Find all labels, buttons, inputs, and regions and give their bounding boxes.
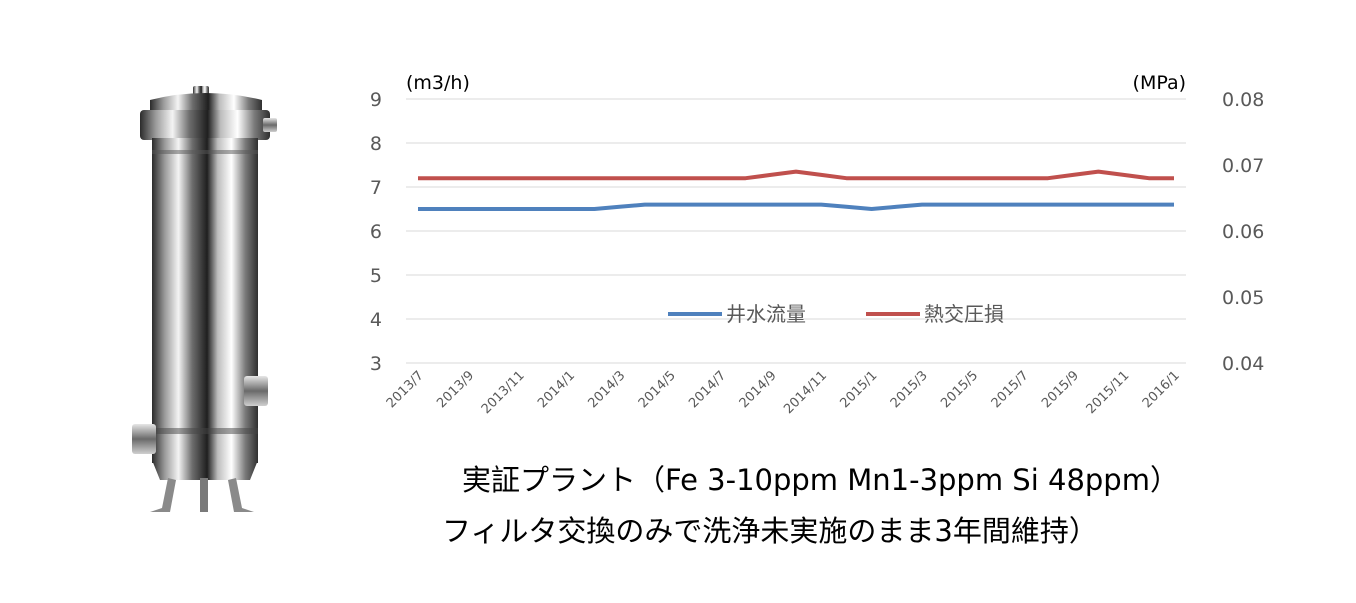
x-tick-label: 2015/9: [1039, 368, 1082, 411]
x-tick-label: 2014/1: [535, 368, 578, 411]
right-tick-label: 0.08: [1222, 89, 1264, 111]
x-tick-label: 2015/3: [888, 368, 931, 411]
plot-area: 3 4 5 6 7 8 9 0.04 0.05 0.06 0.07 0.08 (m3/h) (MPa) 20…: [370, 72, 1264, 417]
left-tick-label: 5: [370, 265, 382, 287]
x-tick-label: 2014/9: [737, 368, 780, 411]
left-tick-label: 4: [370, 309, 382, 331]
x-tick-label: 2015/11: [1084, 368, 1133, 417]
series-line: [418, 169, 1174, 181]
left-tick-label: 3: [370, 353, 382, 375]
caption-line-2: フィルタ交換のみで洗浄未実施のまま3年間維持）: [442, 514, 1098, 548]
right-axis-unit: (MPa): [1133, 72, 1186, 94]
x-tick-label: 2013/7: [384, 368, 427, 411]
x-tick-label: 2013/11: [479, 368, 528, 417]
caption-line-1: 実証プラント（Fe 3-10ppm Mn1-3ppm Si 48ppm）: [462, 463, 1179, 497]
legend-label: 熱交圧損: [924, 302, 1004, 326]
filter-housing-image: [132, 86, 277, 512]
x-tick-label: 2014/7: [686, 368, 729, 411]
left-tick-label: 6: [370, 221, 382, 243]
series-line: [418, 202, 1174, 211]
right-tick-label: 0.07: [1222, 155, 1264, 177]
x-tick-label: 2015/7: [989, 368, 1032, 411]
left-tick-label: 7: [370, 177, 382, 199]
right-tick-label: 0.05: [1222, 287, 1264, 309]
left-tick-label: 8: [370, 133, 382, 155]
legend-label: 井水流量: [726, 302, 806, 326]
x-tick-label: 2014/11: [781, 368, 830, 417]
right-tick-label: 0.06: [1222, 221, 1264, 243]
x-tick-label: 2014/5: [636, 368, 679, 411]
left-tick-label: 9: [370, 89, 382, 111]
x-tick-label: 2015/1: [837, 368, 880, 411]
x-tick-label: 2014/3: [585, 368, 628, 411]
x-tick-label: 2016/1: [1140, 368, 1183, 411]
x-tick-label: 2013/9: [434, 368, 477, 411]
x-tick-label: 2015/5: [938, 368, 981, 411]
right-tick-label: 0.04: [1222, 353, 1264, 375]
left-axis-unit: (m3/h): [406, 72, 470, 94]
